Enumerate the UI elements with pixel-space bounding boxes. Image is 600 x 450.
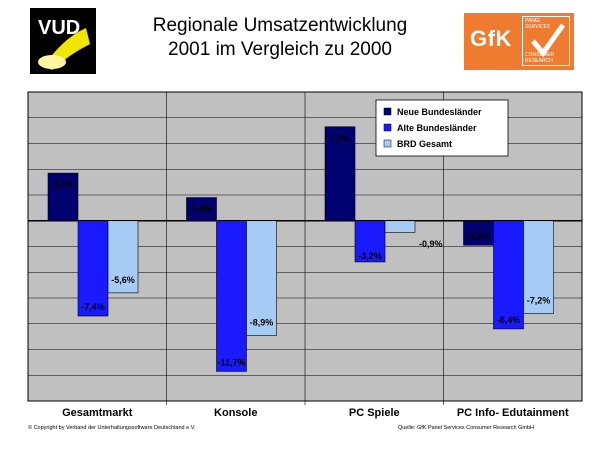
legend-box — [375, 99, 509, 157]
bar-alte-bundeslaender-3 — [354, 220, 386, 263]
legend-label-brd-gesamt: BRD Gesamt — [397, 139, 452, 149]
value-label-alte-bundeslaender-1: -7,4% — [81, 302, 105, 312]
chart-title: Regionale Umsatzentwicklung 2001 im Verg… — [110, 14, 450, 62]
value-label-neue-bundeslaender-4: -1,9% — [467, 231, 491, 241]
value-label-brd-gesamt-4: -7,2% — [527, 295, 551, 305]
source-text: Quelle: GfK Panel Services Consumer Rese… — [398, 425, 535, 431]
bar-brd-gesamt-2 — [246, 220, 277, 336]
bar-brd-gesamt-4 — [523, 220, 554, 314]
gfk-logo: GfK PANEL SERVICES CONSUMER RESEARCH — [464, 13, 574, 70]
check-icon — [531, 23, 566, 58]
value-label-alte-bundeslaender-3: -3,2% — [358, 251, 382, 261]
value-label-alte-bundeslaender-2: -11,7% — [217, 357, 245, 367]
bar-alte-bundeslaender-4 — [493, 220, 524, 330]
gfk-small-text-4: RESEARCH — [525, 58, 553, 64]
value-label-neue-bundeslaender-1: 3,7% — [53, 179, 74, 189]
bar-brd-gesamt-1 — [107, 220, 139, 294]
category-label-2: Konsole — [214, 407, 257, 419]
bar-neue-bundeslaender-4 — [463, 220, 494, 246]
legend-label-alte-bundeslaender: Alte Bundesländer — [397, 123, 477, 133]
value-label-brd-gesamt-1: -5,6% — [111, 275, 135, 285]
bar-neue-bundeslaender-1 — [47, 172, 79, 222]
bar-brd-gesamt-3 — [384, 220, 416, 233]
bar-alte-bundeslaender-1 — [77, 220, 109, 317]
legend-swatch-alte-bundeslaender — [383, 123, 392, 132]
category-label-3: PC Spiele — [349, 407, 400, 419]
category-label-4: PC Info- Edutainment — [457, 407, 569, 419]
value-label-brd-gesamt-3: -0,9% — [419, 239, 443, 249]
bar-neue-bundeslaender-2 — [186, 197, 217, 222]
value-label-brd-gesamt-2: -8,9% — [250, 317, 274, 327]
vud-logo: VUD — [30, 8, 96, 74]
legend-swatch-brd-gesamt — [383, 139, 392, 148]
bar-alte-bundeslaender-2 — [216, 220, 247, 372]
chart-title-line2: 2001 im Vergleich zu 2000 — [168, 39, 392, 60]
gfk-small-text-2: SERVICES — [525, 24, 551, 30]
gfk-logo-box — [522, 16, 570, 66]
legend-label-neue-bundeslaender: Neue Bundesländer — [397, 107, 482, 117]
category-label-1: Gesamtmarkt — [62, 407, 133, 419]
value-label-neue-bundeslaender-2: 1,8% — [191, 204, 212, 214]
value-label-alte-bundeslaender-4: -8,4% — [497, 315, 521, 325]
gfk-small-text-3: CONSUMER — [525, 52, 555, 58]
value-label-neue-bundeslaender-3: 7,3% — [330, 133, 351, 143]
vud-logo-text: VUD — [38, 17, 80, 39]
bar-neue-bundeslaender-3 — [324, 126, 356, 222]
chart-title-line1: Regionale Umsatzentwicklung — [152, 15, 408, 36]
gfk-logo-text: GfK — [470, 26, 512, 51]
copyright-text: © Copyright by Verband der Unterhaltungs… — [28, 425, 196, 431]
gfk-small-text-1: PANEL — [525, 18, 542, 24]
legend-swatch-neue-bundeslaender — [383, 107, 392, 116]
